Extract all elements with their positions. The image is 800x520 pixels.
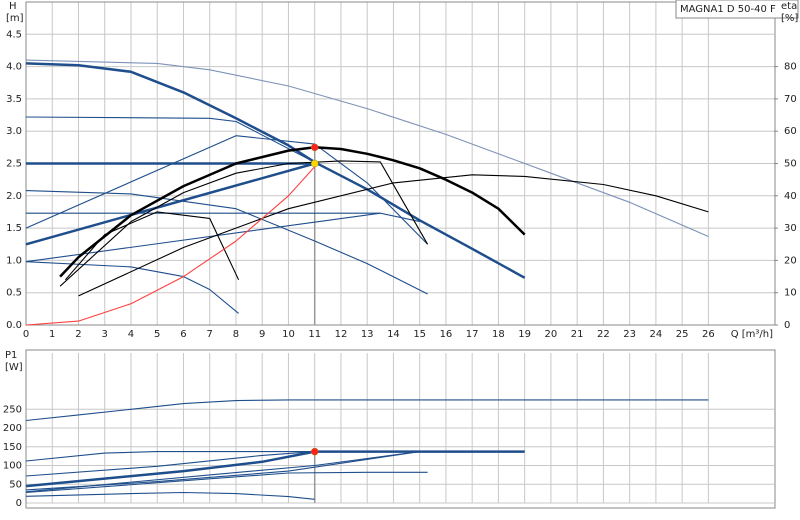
y-tick-label: 200	[3, 423, 22, 434]
series-line	[26, 212, 420, 223]
y2-tick-label: 30	[784, 223, 797, 234]
x-tick-label: 15	[413, 329, 426, 340]
series-line	[25, 116, 315, 163]
duty-point	[310, 159, 319, 168]
y-tick-label: 0.0	[6, 320, 22, 331]
x-tick-label: 8	[233, 329, 239, 340]
x-axis-label: Q [m³/h]	[731, 329, 773, 340]
x-tick-label: 0	[23, 329, 29, 340]
series-line	[25, 399, 709, 422]
chart-title: MAGNA1 D 50-40 F	[680, 4, 776, 15]
x-tick-label: 25	[676, 329, 689, 340]
p1-axis-unit: [W]	[5, 362, 23, 373]
series-line	[59, 160, 429, 287]
y2-tick-label: 50	[784, 159, 797, 170]
x-tick-label: 5	[154, 329, 160, 340]
duty-point	[310, 143, 319, 152]
series-line	[25, 62, 526, 279]
x-tick-label: 20	[545, 329, 558, 340]
series-line	[25, 212, 381, 263]
series-line	[59, 146, 526, 278]
series-line	[25, 261, 239, 314]
x-tick-label: 7	[207, 329, 213, 340]
y2-tick-label: 10	[784, 288, 797, 299]
series-line	[25, 162, 316, 246]
x-tick-label: 2	[75, 329, 81, 340]
y-tick-label: 4.0	[6, 62, 22, 73]
y-tick-label: 1.5	[6, 223, 22, 234]
y2-tick-label: 70	[784, 94, 797, 105]
x-tick-label: 17	[466, 329, 479, 340]
y-axis-unit: [m]	[6, 13, 24, 24]
y-tick-label: 2.5	[6, 159, 22, 170]
x-tick-label: 26	[702, 329, 715, 340]
y-tick-label: 4.5	[6, 29, 22, 40]
x-tick-label: 23	[623, 329, 636, 340]
series-line	[25, 491, 315, 500]
y-tick-label: 0.5	[6, 288, 22, 299]
lower-frame	[25, 349, 776, 509]
y-tick-label: 2.0	[6, 191, 22, 202]
x-tick-label: 11	[308, 329, 321, 340]
x-tick-label: 13	[361, 329, 374, 340]
y-tick-label: 250	[3, 404, 22, 415]
series-line	[78, 174, 709, 297]
y-tick-label: 0	[16, 498, 22, 509]
y-tick-label: 1.0	[6, 255, 22, 266]
x-tick-label: 21	[571, 329, 584, 340]
x-tick-label: 24	[650, 329, 663, 340]
x-tick-label: 16	[440, 329, 453, 340]
series-line	[25, 471, 428, 494]
y-tick-label: 100	[3, 461, 22, 472]
x-tick-label: 1	[49, 329, 55, 340]
y2-tick-label: 20	[784, 255, 797, 266]
y2-tick-label: 40	[784, 191, 797, 202]
x-tick-label: 3	[102, 329, 108, 340]
series-line	[25, 450, 315, 488]
x-tick-label: 18	[492, 329, 505, 340]
series-line	[25, 451, 315, 477]
y2-tick-label: 0	[784, 320, 790, 331]
x-tick-label: 12	[335, 329, 348, 340]
series-line	[25, 166, 316, 326]
y-tick-label: 150	[3, 442, 22, 453]
title-box	[675, 0, 799, 19]
y2-axis-label: eta	[781, 1, 797, 12]
y2-tick-label: 80	[784, 62, 797, 73]
series-line	[25, 59, 709, 238]
series-line	[64, 211, 240, 281]
x-tick-label: 6	[180, 329, 186, 340]
p1-axis-label: P1	[5, 350, 17, 361]
x-tick-label: 19	[518, 329, 531, 340]
series-line	[25, 451, 420, 493]
x-tick-label: 14	[387, 329, 400, 340]
series-line	[25, 190, 428, 295]
x-tick-label: 4	[128, 329, 134, 340]
series-line	[25, 451, 315, 462]
duty-point	[310, 447, 319, 456]
y2-tick-label: 60	[784, 126, 797, 137]
x-tick-label: 22	[597, 329, 610, 340]
y-tick-label: 3.5	[6, 94, 22, 105]
x-tick-label: 10	[282, 329, 295, 340]
y-tick-label: 50	[9, 479, 22, 490]
y-tick-label: 3.0	[6, 126, 22, 137]
x-tick-label: 9	[259, 329, 265, 340]
y-axis-label: H	[9, 1, 17, 12]
y2-axis-unit: [%]	[781, 13, 798, 24]
